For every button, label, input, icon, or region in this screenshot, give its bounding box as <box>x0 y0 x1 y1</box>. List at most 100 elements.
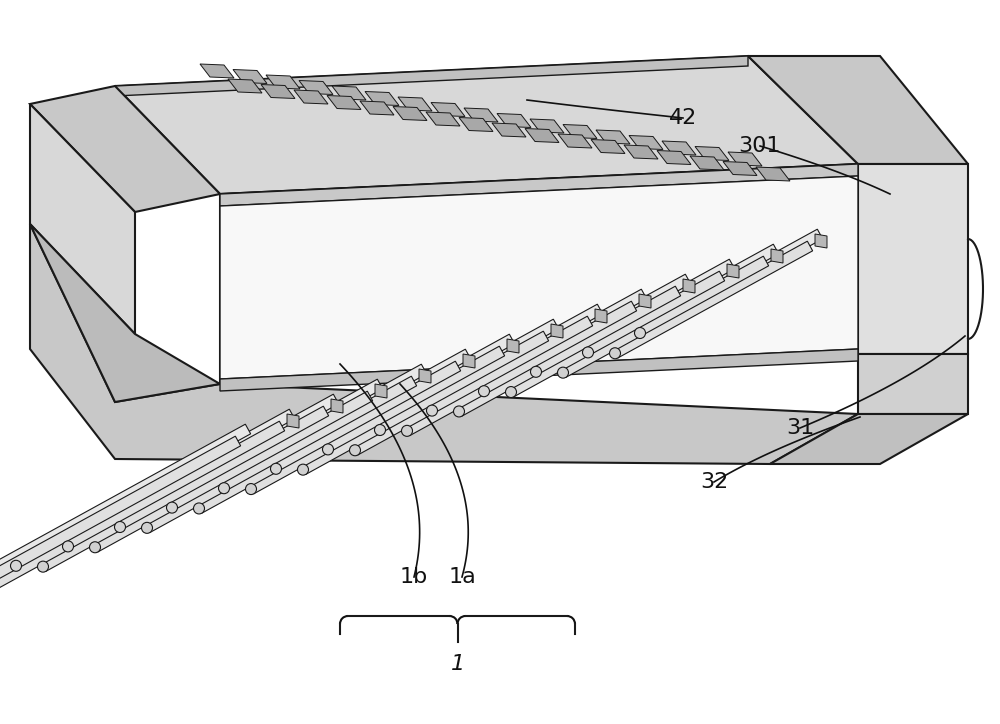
Polygon shape <box>300 331 549 474</box>
Text: 31: 31 <box>786 418 814 438</box>
Polygon shape <box>299 80 333 95</box>
Polygon shape <box>464 108 498 122</box>
Text: 1b: 1b <box>400 567 428 587</box>
Polygon shape <box>657 151 691 164</box>
Polygon shape <box>431 103 465 117</box>
Circle shape <box>142 522 152 534</box>
Polygon shape <box>273 334 515 473</box>
Polygon shape <box>13 409 295 571</box>
Circle shape <box>218 483 230 494</box>
Polygon shape <box>629 135 663 149</box>
Circle shape <box>426 405 438 416</box>
Polygon shape <box>585 244 779 357</box>
Circle shape <box>166 502 178 513</box>
Polygon shape <box>551 324 563 338</box>
Polygon shape <box>228 79 262 93</box>
Text: 42: 42 <box>669 108 697 128</box>
Polygon shape <box>637 230 823 338</box>
Polygon shape <box>117 379 383 532</box>
Polygon shape <box>728 152 762 166</box>
Polygon shape <box>40 406 329 571</box>
Polygon shape <box>463 354 475 368</box>
Polygon shape <box>65 394 339 551</box>
Polygon shape <box>30 104 135 334</box>
Polygon shape <box>233 70 267 83</box>
Circle shape <box>62 541 74 552</box>
Polygon shape <box>261 85 295 98</box>
Polygon shape <box>723 161 757 175</box>
Polygon shape <box>393 106 427 120</box>
Polygon shape <box>332 86 366 100</box>
Polygon shape <box>0 436 241 610</box>
Polygon shape <box>456 286 681 416</box>
Circle shape <box>38 561 48 572</box>
Polygon shape <box>325 319 559 454</box>
Circle shape <box>90 542 100 552</box>
Polygon shape <box>429 289 647 416</box>
Circle shape <box>374 424 386 436</box>
Polygon shape <box>220 164 858 384</box>
Polygon shape <box>756 167 790 181</box>
Polygon shape <box>115 56 748 96</box>
Circle shape <box>322 444 334 455</box>
Circle shape <box>558 367 568 378</box>
Polygon shape <box>115 56 858 194</box>
Polygon shape <box>612 241 813 358</box>
Polygon shape <box>294 90 328 104</box>
Polygon shape <box>375 384 387 398</box>
Circle shape <box>270 463 282 474</box>
Polygon shape <box>595 309 607 323</box>
Polygon shape <box>459 117 493 132</box>
Polygon shape <box>815 234 827 248</box>
Polygon shape <box>596 130 630 144</box>
Polygon shape <box>220 349 858 391</box>
Circle shape <box>530 366 542 377</box>
Polygon shape <box>200 64 234 78</box>
Polygon shape <box>560 256 769 377</box>
Polygon shape <box>530 119 564 133</box>
Text: 1a: 1a <box>448 567 476 587</box>
Polygon shape <box>624 145 658 159</box>
Polygon shape <box>481 274 691 396</box>
Circle shape <box>246 484 256 494</box>
Polygon shape <box>858 354 968 414</box>
Circle shape <box>194 503 205 514</box>
Polygon shape <box>30 86 220 212</box>
Circle shape <box>479 386 490 397</box>
Polygon shape <box>196 361 461 513</box>
Polygon shape <box>727 264 739 278</box>
Polygon shape <box>220 164 858 206</box>
Circle shape <box>454 406 464 417</box>
Circle shape <box>582 347 594 358</box>
Polygon shape <box>695 146 729 161</box>
Polygon shape <box>497 114 531 127</box>
Polygon shape <box>533 259 735 376</box>
Polygon shape <box>662 141 696 155</box>
Polygon shape <box>770 414 968 464</box>
Polygon shape <box>508 272 725 397</box>
Polygon shape <box>248 346 505 494</box>
Circle shape <box>635 327 646 339</box>
Text: 301: 301 <box>739 136 781 156</box>
Polygon shape <box>591 140 625 153</box>
Polygon shape <box>30 224 858 464</box>
Polygon shape <box>352 316 593 455</box>
Polygon shape <box>327 96 361 109</box>
Polygon shape <box>426 112 460 126</box>
Polygon shape <box>492 123 526 137</box>
Polygon shape <box>220 176 858 379</box>
Polygon shape <box>144 376 417 533</box>
Polygon shape <box>558 134 592 148</box>
Polygon shape <box>507 339 519 353</box>
Polygon shape <box>169 364 427 513</box>
Polygon shape <box>221 349 471 493</box>
Polygon shape <box>858 164 968 354</box>
Polygon shape <box>360 101 394 115</box>
Circle shape <box>402 426 413 437</box>
Polygon shape <box>690 156 724 170</box>
Polygon shape <box>92 391 373 552</box>
Circle shape <box>506 387 516 397</box>
Polygon shape <box>419 369 431 383</box>
Circle shape <box>350 445 360 455</box>
Text: 32: 32 <box>700 472 728 492</box>
